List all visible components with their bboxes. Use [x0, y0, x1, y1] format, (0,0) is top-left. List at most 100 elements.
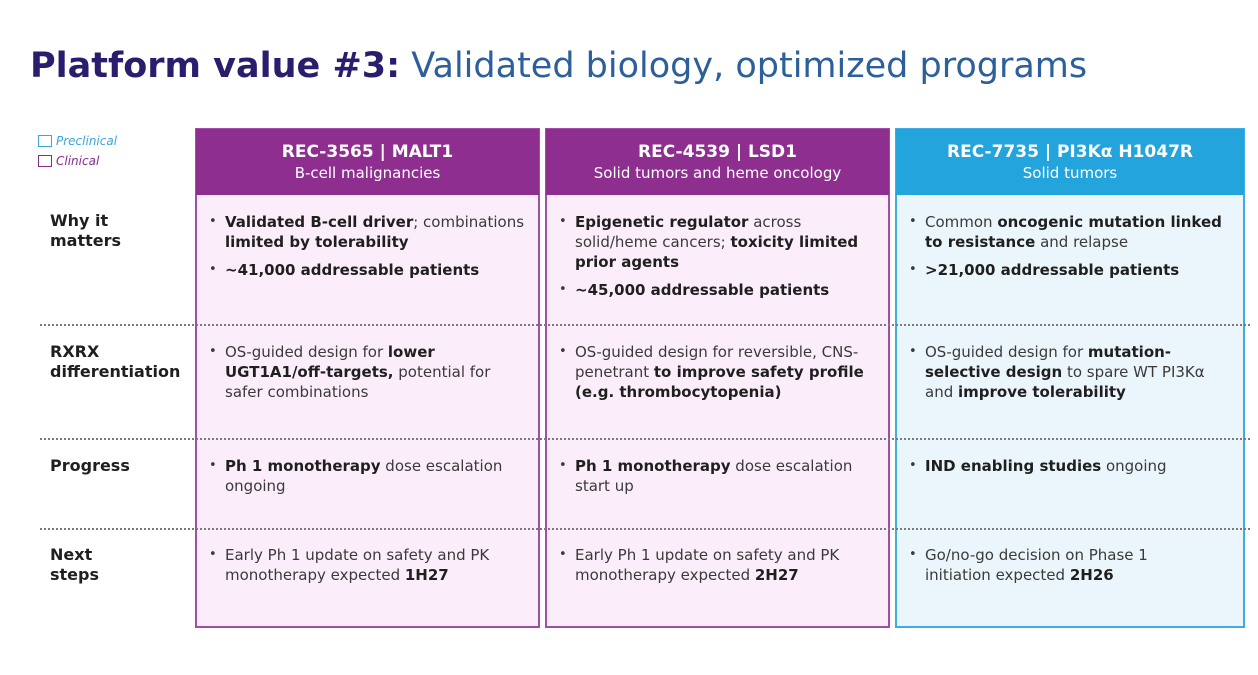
cell-progress: IND enabling studies ongoing [905, 456, 1235, 484]
program-header: REC-7735 | PI3Kα H1047R Solid tumors [896, 129, 1244, 195]
bullet-text: potential for safer combinations [225, 363, 491, 401]
cell-diff: OS-guided design for lower UGT1A1/off-ta… [205, 342, 525, 410]
bullet-item: Early Ph 1 update on safety and PK monot… [205, 545, 525, 585]
legend-preclinical: Preclinical [38, 131, 117, 151]
program-code: REC-7735 | PI3Kα H1047R [946, 142, 1193, 162]
bullet-text-bold: Epigenetic regulator [575, 213, 749, 231]
bullet-text-bold: Ph 1 monotherapy [575, 457, 731, 475]
legend-preclinical-label: Preclinical [56, 134, 118, 148]
cell-next: Go/no-go decision on Phase 1 initiation … [905, 545, 1205, 593]
bullet-text: dose escalation ongoing [225, 457, 503, 495]
bullet-text-bold: Ph 1 monotherapy [225, 457, 381, 475]
bullet-item: Go/no-go decision on Phase 1 initiation … [905, 545, 1205, 585]
bullet-text: dose escalation start up [575, 457, 853, 495]
bullet-text-bold: IND enabling studies [925, 457, 1102, 475]
cell-next: Early Ph 1 update on safety and PK monot… [555, 545, 875, 593]
bullet-item: Validated B-cell driver; combinations li… [205, 212, 537, 252]
bullet-list: Common oncogenic mutation linked to resi… [905, 212, 1235, 280]
bullet-list: Go/no-go decision on Phase 1 initiation … [905, 545, 1205, 585]
bullet-item: Early Ph 1 update on safety and PK monot… [555, 545, 875, 585]
bullet-text-bold: 2H27 [754, 566, 799, 584]
program-header: REC-3565 | MALT1 B-cell malignancies [196, 129, 539, 195]
bullet-text: ; combinations [413, 213, 525, 231]
bullet-text-bold: ~41,000 addressable patients [225, 261, 480, 279]
bullet-item: ~41,000 addressable patients [205, 260, 537, 280]
program-code: REC-3565 | MALT1 [281, 142, 454, 162]
bullet-list: Validated B-cell driver; combinations li… [205, 212, 537, 280]
row-label-line: RXRX [50, 342, 100, 361]
row-divider [40, 324, 1250, 326]
bullet-text: Early Ph 1 update on safety and PK monot… [575, 546, 840, 584]
bullet-item: >21,000 addressable patients [905, 260, 1235, 280]
row-label-line: Next [50, 545, 93, 564]
cell-next: Early Ph 1 update on safety and PK monot… [205, 545, 525, 593]
bullet-list: OS-guided design for lower UGT1A1/off-ta… [205, 342, 525, 402]
bullet-text-bold: to improve safety profile (e.g. thromboc… [575, 363, 864, 401]
row-divider [40, 438, 1250, 440]
page-title-bold: Platform value #3: [30, 46, 401, 86]
bullet-list: OS-guided design for mutation-selective … [905, 342, 1215, 402]
program-indication: Solid tumors [1022, 164, 1118, 182]
bullet-text: Common [925, 213, 998, 231]
row-label-next-steps: Next steps [50, 545, 99, 585]
bullet-text: across solid/heme cancers; [575, 213, 802, 251]
row-label-line: Progress [50, 456, 130, 475]
page-title: Platform value #3: Validated biology, op… [30, 44, 1087, 88]
bullet-text-bold: improve tolerability [958, 383, 1126, 401]
row-label-progress: Progress [50, 456, 130, 476]
bullet-text: Early Ph 1 update on safety and PK monot… [225, 546, 490, 584]
bullet-text-bold: ~45,000 addressable patients [575, 281, 830, 299]
bullet-text-bold: limited by tolerability [225, 233, 409, 251]
row-divider [40, 528, 1250, 530]
cell-why: Validated B-cell driver; combinations li… [205, 212, 537, 288]
bullet-item: OS-guided design for mutation-selective … [905, 342, 1215, 402]
bullet-item: OS-guided design for lower UGT1A1/off-ta… [205, 342, 525, 402]
legend-clinical-label: Clinical [56, 154, 100, 168]
row-label-line: steps [50, 565, 99, 584]
bullet-item: Common oncogenic mutation linked to resi… [905, 212, 1235, 252]
row-label-differentiation: RXRX differentiation [50, 342, 180, 382]
legend-clinical: Clinical [38, 151, 117, 171]
bullet-text: Go/no-go decision on Phase 1 initiation … [925, 546, 1148, 584]
cell-diff: OS-guided design for mutation-selective … [905, 342, 1215, 410]
bullet-list: Ph 1 monotherapy dose escalation start u… [555, 456, 885, 496]
bullet-list: Epigenetic regulator across solid/heme c… [555, 212, 875, 300]
bullet-text: OS-guided design for [225, 343, 388, 361]
row-label-line: matters [50, 231, 122, 250]
row-label-why-it-matters: Why it matters [50, 211, 121, 251]
bullet-text: OS-guided design for [925, 343, 1088, 361]
page-title-light: Validated biology, optimized programs [411, 46, 1088, 86]
stage-legend: Preclinical Clinical [38, 131, 117, 171]
clinical-swatch-icon [38, 155, 52, 167]
bullet-list: IND enabling studies ongoing [905, 456, 1235, 476]
cell-progress: Ph 1 monotherapy dose escalation ongoing [205, 456, 535, 504]
cell-diff: OS-guided design for reversible, CNS-pen… [555, 342, 875, 410]
row-label-line: Why it [50, 211, 109, 230]
cell-why: Epigenetic regulator across solid/heme c… [555, 212, 875, 308]
bullet-text-bold: Validated B-cell driver [225, 213, 414, 231]
bullet-item: OS-guided design for reversible, CNS-pen… [555, 342, 875, 402]
bullet-text: OS-guided design for reversible, CNS-pen… [575, 343, 859, 381]
cell-progress: Ph 1 monotherapy dose escalation start u… [555, 456, 885, 504]
bullet-list: Ph 1 monotherapy dose escalation ongoing [205, 456, 535, 496]
cell-why: Common oncogenic mutation linked to resi… [905, 212, 1235, 288]
bullet-text-bold: 1H27 [404, 566, 449, 584]
bullet-list: Early Ph 1 update on safety and PK monot… [205, 545, 525, 585]
bullet-text: ongoing [1101, 457, 1167, 475]
preclinical-swatch-icon [38, 135, 52, 147]
bullet-item: Ph 1 monotherapy dose escalation start u… [555, 456, 885, 496]
bullet-text-bold: oncogenic mutation linked to resistance [925, 213, 1222, 251]
bullet-list: OS-guided design for reversible, CNS-pen… [555, 342, 875, 402]
bullet-item: Ph 1 monotherapy dose escalation ongoing [205, 456, 535, 496]
bullet-text: to spare WT PI3Kα and [925, 363, 1205, 401]
program-code: REC-4539 | LSD1 [637, 142, 797, 162]
bullet-text-bold: toxicity limited prior agents [575, 233, 859, 271]
program-indication: B-cell malignancies [294, 164, 441, 182]
bullet-item: Epigenetic regulator across solid/heme c… [555, 212, 875, 272]
program-header: REC-4539 | LSD1 Solid tumors and heme on… [546, 129, 889, 195]
bullet-list: Early Ph 1 update on safety and PK monot… [555, 545, 875, 585]
row-label-line: differentiation [50, 362, 181, 381]
bullet-item: ~45,000 addressable patients [555, 280, 875, 300]
bullet-text-bold: >21,000 addressable patients [925, 261, 1180, 279]
bullet-text-bold: 2H26 [1069, 566, 1114, 584]
